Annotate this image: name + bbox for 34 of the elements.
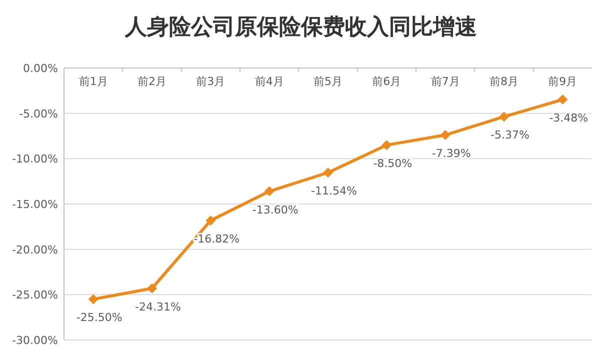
x-tick-label: 前6月 (372, 75, 402, 88)
point (323, 168, 333, 178)
data-label: -25.50% (76, 311, 122, 324)
x-tick-label: 前1月 (78, 75, 108, 88)
y-tick-label: -30.00% (12, 334, 58, 347)
data-label: -7.39% (432, 147, 471, 160)
chart-title: 人身险公司原保险保费收入同比增速 (124, 15, 477, 40)
point (499, 112, 509, 122)
point (88, 294, 98, 304)
point (264, 186, 274, 196)
point (382, 140, 392, 150)
x-tick-label: 前9月 (548, 75, 578, 88)
point (440, 130, 450, 140)
point (558, 94, 568, 105)
data-label: -3.48% (549, 112, 588, 125)
point (147, 283, 157, 294)
data-label: -24.31% (135, 300, 181, 314)
data-label: -5.37% (490, 128, 530, 142)
data-label: -8.50% (373, 157, 412, 170)
y-tick-label: 0.00% (23, 62, 58, 75)
data-label: -13.60% (252, 203, 298, 216)
x-tick-label: 前3月 (196, 75, 226, 88)
y-tick-label: -5.00% (19, 107, 58, 120)
point (206, 216, 216, 226)
x-tick-label: 前5月 (314, 75, 342, 88)
x-tick-label: 前8月 (490, 75, 518, 88)
x-tick-label: 前7月 (430, 75, 460, 88)
x-tick-label: 前2月 (138, 75, 166, 88)
y-tick-label: -15.00% (12, 198, 58, 211)
y-tick-label: -20.00% (12, 243, 58, 256)
y-tick-label: -10.00% (12, 152, 58, 166)
x-tick-label: 前4月 (254, 75, 284, 88)
data-label: -11.54% (311, 184, 357, 198)
y-tick-label: -25.00% (12, 288, 58, 302)
